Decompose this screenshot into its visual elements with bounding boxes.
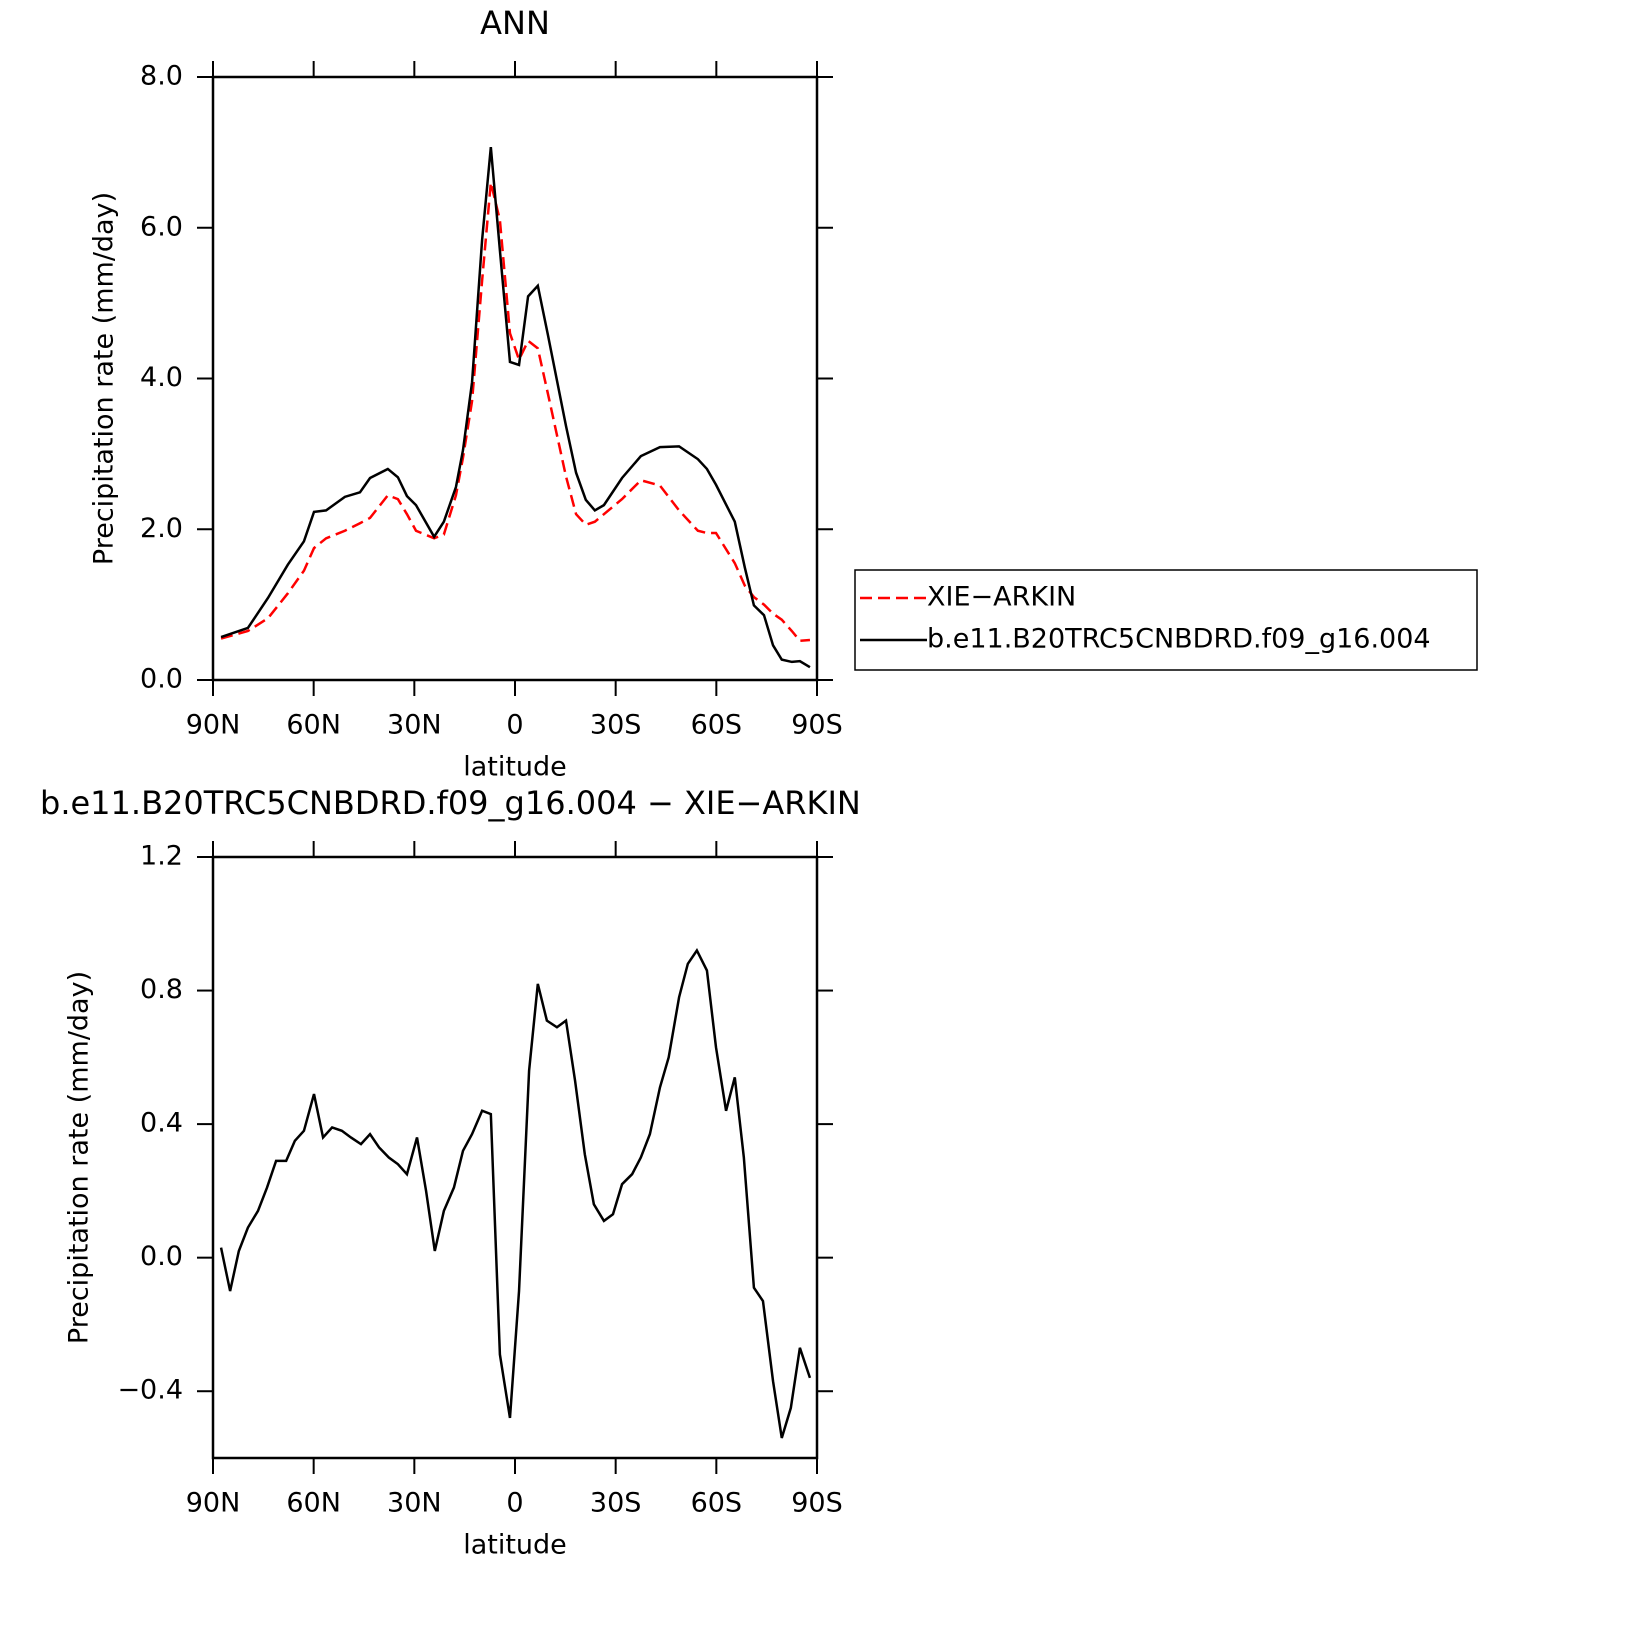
y-tick-label: 1.2	[140, 841, 183, 872]
y-tick-label: 6.0	[140, 211, 183, 242]
x-tick-label: 30N	[387, 710, 442, 741]
y-tick-label: −0.4	[117, 1375, 183, 1406]
data-line	[219, 948, 812, 1439]
y-tick-label: 4.0	[140, 362, 183, 393]
x-axis-label: latitude	[463, 752, 567, 783]
x-tick-label: 60N	[286, 710, 341, 741]
x-tick-label: 90S	[791, 710, 843, 741]
plot-frame	[211, 855, 819, 1460]
data-line	[220, 182, 811, 643]
y-tick-label: 0.8	[140, 974, 183, 1005]
y-tick-label: 8.0	[140, 61, 183, 92]
plot-frame	[211, 75, 819, 682]
data-line	[220, 146, 811, 669]
x-tick-label: 30S	[590, 1488, 642, 1519]
x-tick-label: 60S	[691, 710, 743, 741]
x-tick-label: 90N	[186, 710, 241, 741]
x-tick-label: 0	[506, 710, 523, 741]
legend-label: XIE−ARKIN	[927, 582, 1076, 613]
y-axis-label: Precipitation rate (mm/day)	[89, 192, 120, 565]
x-tick-label: 90S	[791, 1488, 843, 1519]
x-tick-label: 60N	[286, 1488, 341, 1519]
chart-title: b.e11.B20TRC5CNBDRD.f09_g16.004 − XIE−AR…	[40, 784, 861, 822]
x-axis-label: latitude	[463, 1530, 567, 1561]
y-tick-label: 2.0	[140, 513, 183, 544]
y-tick-label: 0.4	[140, 1108, 183, 1139]
legend-label: b.e11.B20TRC5CNBDRD.f09_g16.004	[927, 624, 1431, 655]
chart-title: ANN	[480, 4, 550, 42]
x-tick-label: 60S	[691, 1488, 743, 1519]
x-tick-label: 0	[506, 1488, 523, 1519]
y-tick-label: 0.0	[140, 664, 183, 695]
x-tick-label: 90N	[186, 1488, 241, 1519]
x-tick-label: 30N	[387, 1488, 442, 1519]
x-tick-label: 30S	[590, 710, 642, 741]
y-tick-label: 0.0	[140, 1241, 183, 1272]
y-axis-label: Precipitation rate (mm/day)	[64, 971, 95, 1344]
legend-box	[854, 569, 1478, 671]
